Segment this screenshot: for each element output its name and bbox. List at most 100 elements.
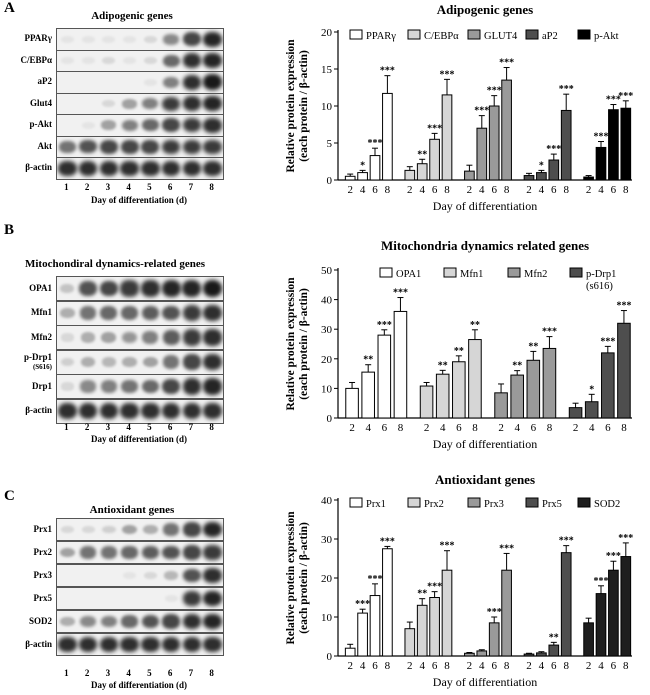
protein-band — [78, 160, 98, 176]
protein-band — [99, 402, 119, 420]
blot-strip — [56, 157, 224, 180]
blot-strip — [56, 300, 224, 326]
bar-chart-adipogenic: Relative protein expression (each protein… — [285, 27, 633, 213]
y-axis-label-line: Relative protein expression — [285, 39, 297, 173]
blot-strip — [56, 587, 224, 610]
bar — [494, 392, 508, 419]
x-tick-label: 2 — [467, 184, 473, 196]
protein-band — [203, 402, 222, 420]
blot-strip — [56, 135, 224, 158]
significance-label: ** — [470, 320, 480, 331]
band-label-text: Prx2 — [33, 546, 53, 557]
protein-band — [60, 525, 74, 534]
protein-band — [60, 333, 74, 342]
x-tick-label: 4 — [598, 184, 604, 196]
y-tick-label: 0 — [327, 175, 333, 187]
protein-band — [142, 98, 159, 110]
x-tick-label: 2 — [526, 660, 532, 672]
legend-swatch — [379, 267, 393, 278]
x-tick-label: 2 — [498, 422, 504, 434]
legend-label: Mfn2 — [524, 269, 547, 280]
protein-band — [81, 57, 95, 65]
protein-band — [161, 96, 181, 111]
y-tick-label: 0 — [327, 651, 333, 663]
legend-label: p-Drp1 — [586, 269, 616, 280]
bar — [435, 373, 450, 419]
significance-label: *** — [368, 574, 383, 585]
protein-band — [161, 279, 181, 298]
significance-label: *** — [499, 58, 514, 69]
blot-strip — [56, 114, 224, 137]
protein-band — [182, 613, 202, 630]
x-tick-label: 4 — [419, 184, 425, 196]
lane-number: 7 — [188, 182, 194, 192]
blot-xlabel: Day of differentiation (d) — [90, 195, 188, 205]
protein-band — [143, 78, 157, 86]
significance-label: *** — [606, 95, 621, 106]
bar — [608, 109, 619, 181]
protein-band — [79, 140, 97, 154]
lane-number: 7 — [188, 668, 194, 678]
protein-band — [58, 160, 77, 176]
x-tick-label: 4 — [419, 660, 425, 672]
y-tick-label: 50 — [321, 265, 333, 277]
band-label-text: aP2 — [37, 76, 53, 87]
bar — [510, 374, 524, 419]
band-label-text: p-Drp1 — [23, 352, 52, 362]
bar — [345, 387, 359, 419]
protein-band — [120, 636, 139, 653]
bar — [501, 569, 512, 657]
chart-title-a: Adipogenic genes — [436, 2, 534, 17]
protein-band — [81, 525, 95, 534]
band-label-text: Glut4 — [29, 97, 52, 108]
bar — [583, 622, 594, 657]
protein-band — [161, 636, 181, 653]
protein-band — [79, 306, 97, 320]
protein-band — [203, 160, 222, 176]
band-label-text: Prx5 — [33, 592, 53, 603]
protein-band — [182, 378, 202, 395]
lane-number: 5 — [147, 668, 152, 678]
blot-strip — [56, 92, 224, 115]
x-tick-label: 2 — [586, 660, 592, 672]
band-label-text: Drp1 — [32, 380, 52, 391]
blot-strip — [56, 374, 224, 399]
x-tick-label: 2 — [407, 184, 413, 196]
x-tick-label: 2 — [573, 422, 579, 434]
lane-number: 8 — [209, 182, 214, 192]
significance-label: *** — [355, 599, 370, 610]
protein-band — [161, 160, 181, 176]
x-tick-label: 8 — [472, 422, 478, 434]
band-label-sub: (S616) — [32, 363, 52, 371]
protein-band — [58, 402, 77, 420]
protein-band — [60, 57, 74, 65]
x-tick-label: 8 — [563, 184, 569, 196]
x-tick-label: 2 — [526, 184, 532, 196]
protein-band — [78, 402, 98, 420]
significance-label: *** — [618, 533, 633, 544]
x-tick-label: 8 — [444, 660, 450, 672]
protein-band — [120, 160, 139, 176]
bar — [620, 107, 632, 181]
x-tick-label: 4 — [479, 660, 485, 672]
significance-label: *** — [393, 288, 408, 299]
band-label: β-actin — [4, 162, 52, 172]
protein-band — [141, 139, 160, 154]
significance-label: *** — [380, 536, 395, 547]
protein-band — [120, 402, 139, 420]
protein-band — [100, 615, 117, 628]
significance-label: *** — [499, 543, 514, 554]
legend-label: aP2 — [542, 31, 558, 42]
band-label: C/EBPα — [4, 55, 52, 65]
significance-label: ** — [363, 355, 373, 366]
bar — [416, 163, 428, 181]
band-label: β-actin — [4, 405, 52, 415]
bar — [526, 359, 541, 419]
lane-number: 3 — [105, 668, 111, 678]
protein-band — [143, 524, 158, 535]
significance-label: *** — [594, 576, 609, 587]
x-tick-label: 6 — [491, 660, 497, 672]
x-tick-label: 8 — [623, 184, 629, 196]
band-label: Prx1 — [4, 524, 53, 534]
bar — [560, 109, 572, 181]
